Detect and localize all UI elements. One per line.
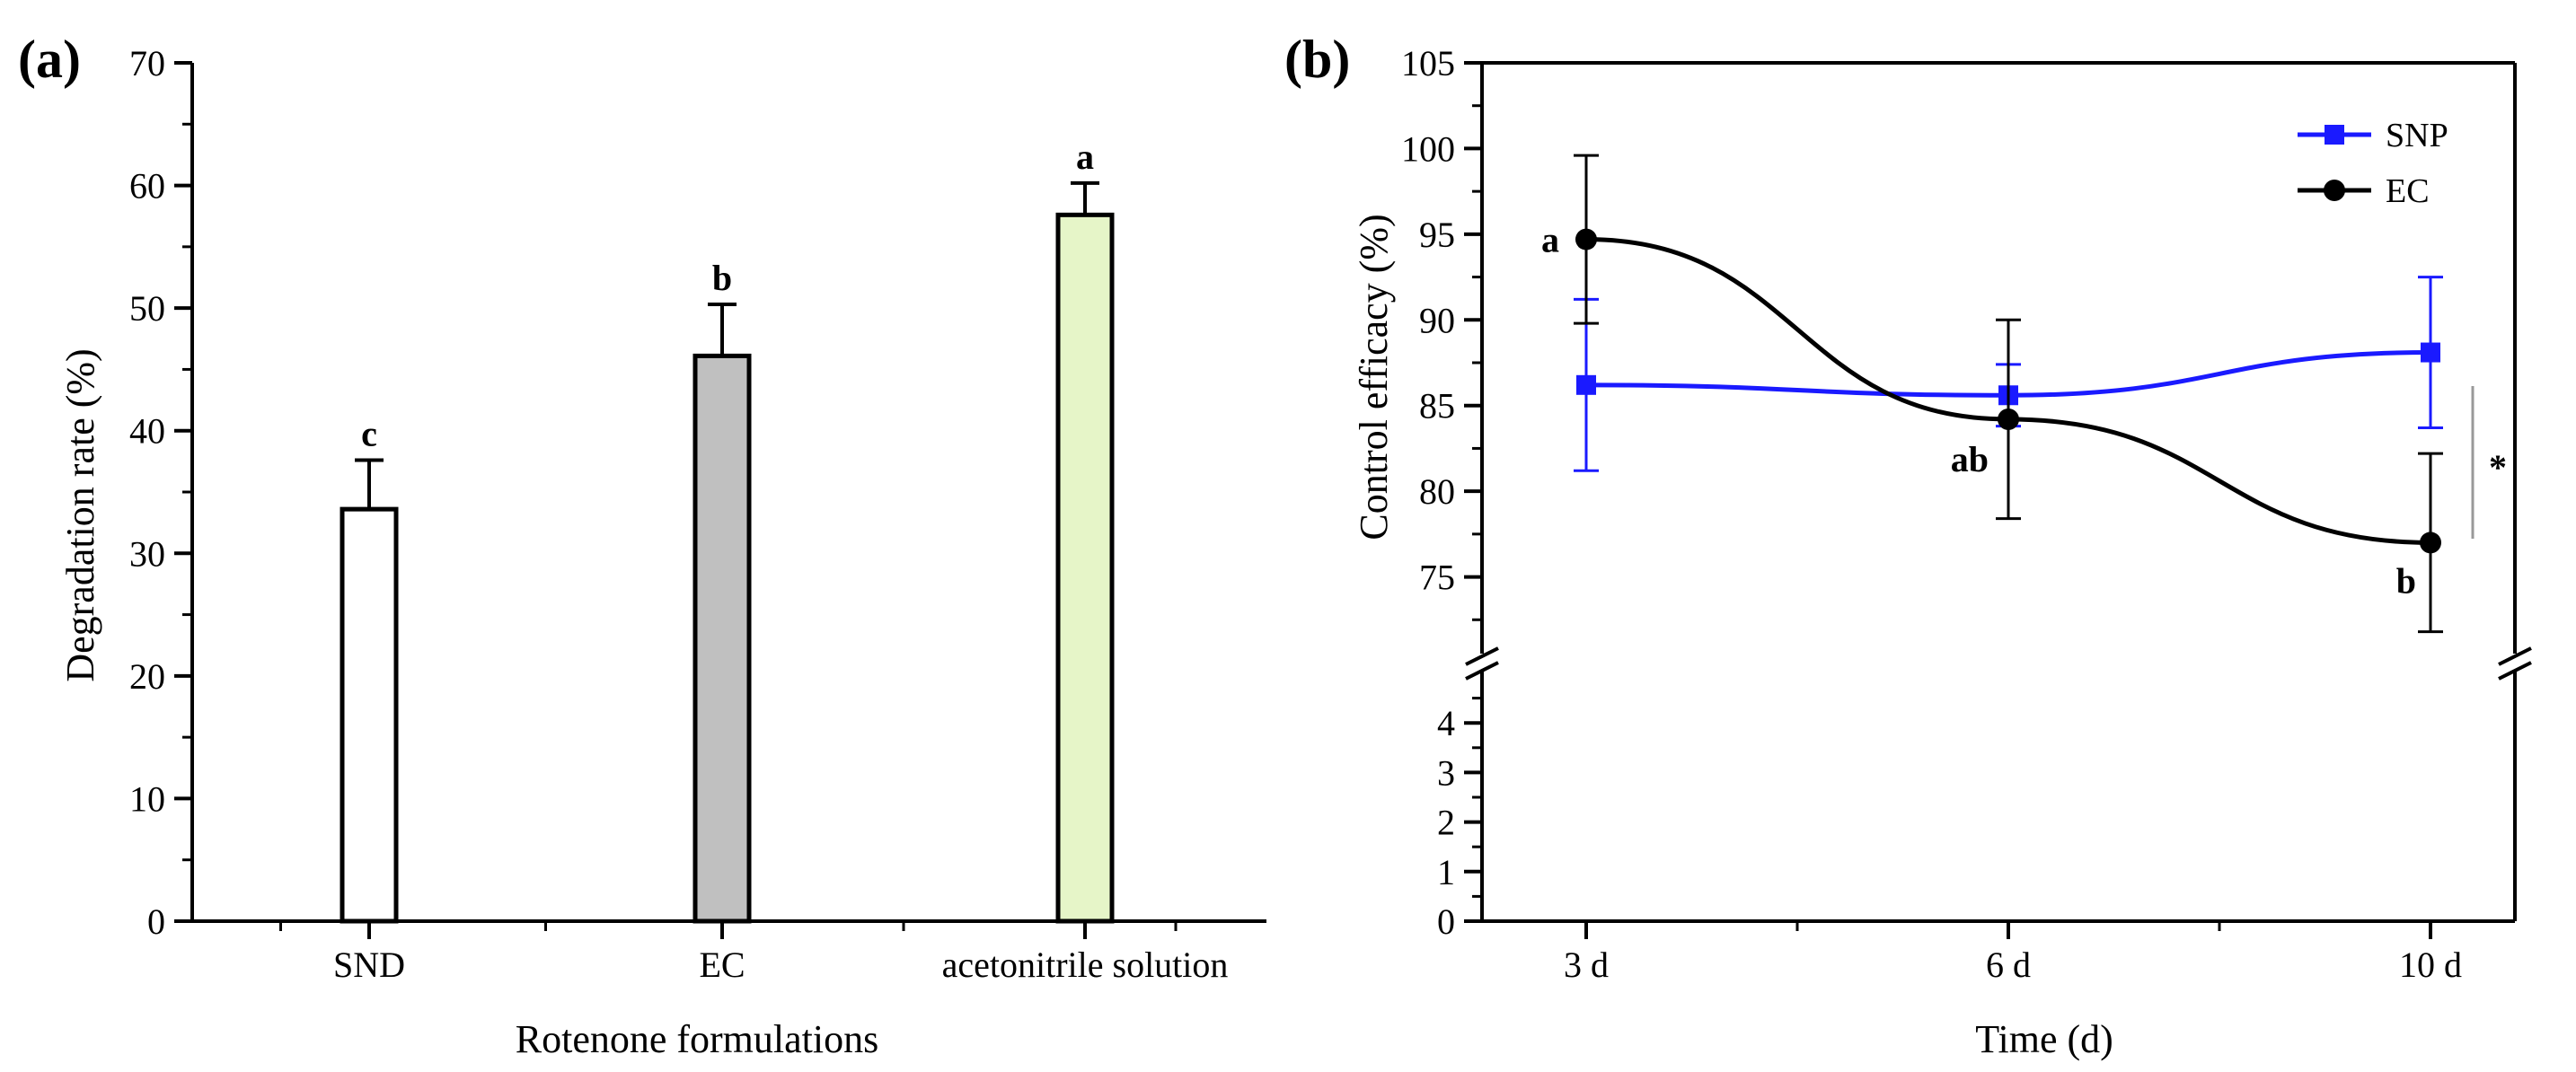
- significance-letter: b: [2396, 560, 2416, 601]
- panel-b-y-tick-label: 75: [1419, 558, 1455, 598]
- panel-b-y-tick-label: 4: [1437, 703, 1455, 743]
- legend-label-snp: SNP: [2386, 117, 2448, 154]
- legend-label-ec: EC: [2386, 172, 2430, 210]
- bar-ec: [693, 353, 752, 924]
- bar-acetonitrile-solution: [1055, 212, 1115, 924]
- point-ec: [1998, 408, 2019, 430]
- panel-a-y-tick-label: 40: [129, 411, 165, 452]
- panel-b-y-tick-label: 100: [1401, 128, 1455, 169]
- significance-star: *: [2489, 447, 2507, 488]
- panel-b-y-tick-label: 0: [1437, 901, 1455, 942]
- panel-a-y-tick-label: 30: [129, 533, 165, 574]
- panel-b-y-tick-label: 1: [1437, 852, 1455, 892]
- panel-a-x-axis-label: Rotenone formulations: [516, 1017, 879, 1061]
- axis-break-mark-left: [1465, 661, 1499, 681]
- panel-b-y-tick-label: 85: [1419, 386, 1455, 426]
- point-snp: [1576, 374, 1596, 395]
- panel-a-x-tick-label: SND: [333, 945, 405, 985]
- panel-b-x-tick-label: 3 d: [1564, 945, 1609, 985]
- panel-b-y-tick-label: 3: [1437, 752, 1455, 793]
- panel-b-x-tick-label: 10 d: [2399, 945, 2462, 985]
- panel-a-x-tick-label: EC: [699, 945, 745, 985]
- legend: SNP EC: [2298, 117, 2448, 210]
- panel-a-y-tick-label: 70: [129, 43, 165, 83]
- panel-b-y-tick-label: 90: [1419, 300, 1455, 340]
- point-ec: [2420, 532, 2441, 554]
- panel-b-y-tick-label: 95: [1419, 215, 1455, 255]
- point-snp: [2421, 342, 2440, 363]
- panel-b-y-tick-label: 80: [1419, 471, 1455, 512]
- significance-letter: b: [712, 258, 732, 298]
- panel-a-y-tick-label: 0: [147, 901, 165, 942]
- panel-b-y-axis-label: Control efficacy (%): [1352, 214, 1396, 540]
- panel-a-label: (a): [18, 30, 81, 89]
- legend-marker-snp: [2325, 125, 2344, 145]
- panel-a-y-tick-label: 10: [129, 778, 165, 819]
- panel-a: (a) 0 10 20 30 40 50 60 70 SND c EC b acetonitrile s…: [18, 30, 1266, 1061]
- panel-a-y-tick-label: 50: [129, 288, 165, 329]
- panel-b-y-tick-label: 105: [1401, 43, 1455, 83]
- bar-snd: [340, 506, 399, 924]
- axis-break-mark-right: [2498, 646, 2532, 666]
- significance-letter: a: [1541, 220, 1559, 260]
- series-ec: [1574, 154, 2443, 634]
- panel-b-y-tick-label: 2: [1437, 803, 1455, 843]
- significance-letter: c: [361, 413, 377, 453]
- legend-marker-ec: [2324, 180, 2345, 201]
- panel-b-label: (b): [1284, 30, 1350, 89]
- axis-break-mark-left: [1465, 646, 1499, 666]
- panel-a-plot-area: 0 10 20 30 40 50 60 70 SND c EC b acetonitrile solut…: [129, 43, 1266, 985]
- significance-letter: ab: [1951, 439, 1989, 479]
- point-ec: [1575, 228, 1597, 250]
- panel-a-y-tick-label: 20: [129, 656, 165, 697]
- panel-b-x-tick-label: 6 d: [1986, 945, 2031, 985]
- panel-b-plot-area: 75 80 85 90 95 100 105 0 1 2 3 4 3 d 6 d 10 d a ab b * SNP E…: [1401, 43, 2532, 985]
- panel-a-y-tick-label: 60: [129, 166, 165, 206]
- panel-b: (b) 75 80 85 90 95 100 105 0 1 2 3 4 3 d 6 d 10 d a ab b *…: [1284, 30, 2532, 1061]
- panel-b-x-axis-label: Time (d): [1975, 1017, 2113, 1061]
- significance-letter: a: [1076, 136, 1094, 177]
- axis-break-mark-right: [2498, 661, 2532, 681]
- panel-a-x-tick-label: acetonitrile solution: [942, 945, 1229, 985]
- panel-a-y-axis-label: Degradation rate (%): [58, 348, 102, 681]
